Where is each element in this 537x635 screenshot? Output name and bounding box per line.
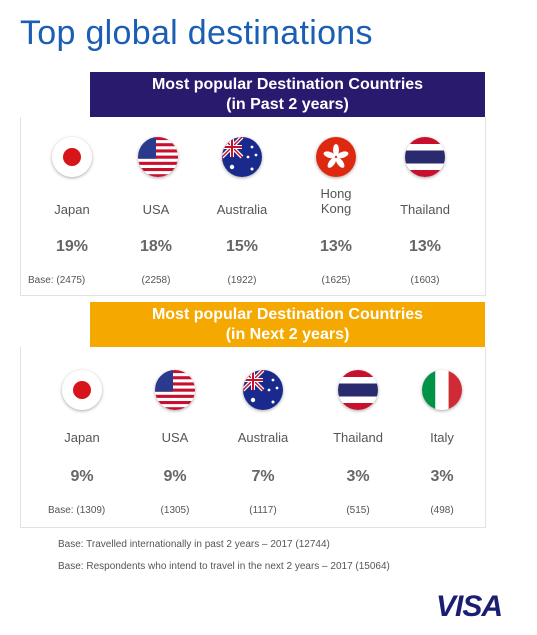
next-section-panel <box>20 347 486 528</box>
country-label: Australia <box>216 202 268 217</box>
percentage: 9% <box>163 468 187 485</box>
thailand-flag-icon <box>405 137 445 177</box>
base-count: (2475) <box>56 275 86 286</box>
country-label: USA <box>142 202 170 217</box>
base-count: (515) <box>346 505 370 516</box>
base-count: (1117) <box>249 505 277 516</box>
percentage: 13% <box>319 238 353 255</box>
country-label: Thailand <box>333 430 383 445</box>
next-section-banner: Most popular Destination Countries (in N… <box>90 302 485 347</box>
past-section-banner: Most popular Destination Countries (in P… <box>90 72 485 117</box>
usa-flag-icon <box>138 137 178 177</box>
base-count: (1603) <box>410 275 440 286</box>
page-title: Top global destinations <box>20 14 373 52</box>
base-note: Base: Travelled internationally in past … <box>58 539 330 550</box>
australia-flag-icon <box>243 370 283 410</box>
base-count: (1305) <box>160 505 190 516</box>
country-label: Japan <box>54 202 90 217</box>
base-count: (2258) <box>141 275 171 286</box>
japan-flag-icon <box>62 370 102 410</box>
country-label: Australia <box>237 430 289 445</box>
base-count: (1625) <box>321 275 351 286</box>
hong-kong-flag-icon <box>316 137 356 177</box>
thailand-flag-icon <box>338 370 378 410</box>
banner-line-1: Most popular Destination Countries <box>151 76 424 93</box>
base-count: (1309) <box>76 505 106 516</box>
percentage: 19% <box>55 238 89 255</box>
base-count: (1922) <box>227 275 257 286</box>
italy-flag-icon <box>422 370 462 410</box>
usa-flag-icon <box>155 370 195 410</box>
country-label: Japan <box>64 430 100 445</box>
percentage: 13% <box>408 238 442 255</box>
base-prefix: Base: <box>28 275 54 286</box>
percentage: 9% <box>70 468 94 485</box>
banner-line-2: (in Next 2 years) <box>225 326 350 343</box>
percentage: 3% <box>430 468 454 485</box>
percentage: 3% <box>346 468 370 485</box>
base-label: Base: (1309) <box>48 505 105 516</box>
country-label: Thailand <box>400 202 450 217</box>
base-count: (498) <box>430 505 454 516</box>
banner-line-1: Most popular Destination Countries <box>151 306 424 323</box>
country-label: USA <box>161 430 189 445</box>
visa-logo: VISA <box>436 590 503 623</box>
base-note: Base: Respondents who intend to travel i… <box>58 561 390 572</box>
percentage: 15% <box>225 238 259 255</box>
australia-flag-icon <box>222 137 262 177</box>
past-section-panel <box>20 117 486 296</box>
japan-flag-icon <box>52 137 92 177</box>
banner-line-2: (in Past 2 years) <box>226 96 349 113</box>
country-label-text: Hong Kong <box>320 186 352 216</box>
base-prefix: Base: <box>48 505 74 516</box>
country-label: Hong Kong <box>296 186 376 216</box>
country-label: Italy <box>430 430 454 445</box>
base-label: Base: (2475) <box>28 275 85 286</box>
percentage: 7% <box>251 468 275 485</box>
percentage: 18% <box>139 238 173 255</box>
